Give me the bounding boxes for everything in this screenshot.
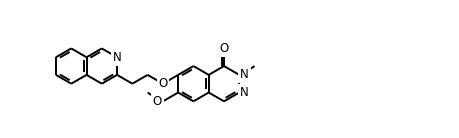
Text: N: N [240, 86, 249, 99]
Text: O: O [153, 95, 162, 108]
Text: N: N [113, 51, 122, 64]
Text: O: O [158, 77, 168, 90]
Text: N: N [240, 68, 249, 81]
Text: O: O [219, 42, 229, 55]
